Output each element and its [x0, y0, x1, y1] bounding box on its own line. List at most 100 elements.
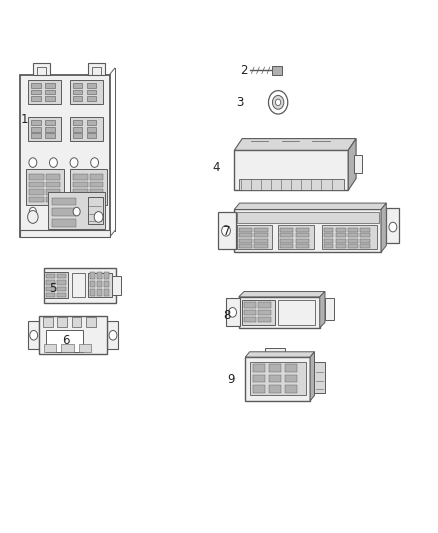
FancyBboxPatch shape [45, 133, 55, 138]
FancyBboxPatch shape [73, 90, 82, 94]
FancyBboxPatch shape [73, 182, 88, 187]
Text: 6: 6 [62, 334, 69, 346]
FancyBboxPatch shape [70, 80, 103, 104]
FancyBboxPatch shape [285, 385, 297, 393]
Circle shape [389, 222, 397, 232]
FancyBboxPatch shape [322, 225, 377, 249]
FancyBboxPatch shape [112, 276, 121, 295]
FancyBboxPatch shape [88, 63, 105, 75]
FancyBboxPatch shape [45, 96, 55, 101]
FancyBboxPatch shape [73, 174, 88, 180]
FancyBboxPatch shape [61, 344, 74, 352]
Circle shape [73, 207, 80, 216]
FancyBboxPatch shape [104, 289, 109, 296]
Circle shape [276, 99, 281, 106]
FancyBboxPatch shape [253, 385, 265, 393]
FancyBboxPatch shape [31, 133, 41, 138]
FancyBboxPatch shape [31, 127, 41, 132]
FancyBboxPatch shape [245, 357, 310, 401]
Polygon shape [310, 352, 314, 401]
FancyBboxPatch shape [57, 274, 66, 278]
FancyBboxPatch shape [29, 197, 44, 202]
FancyBboxPatch shape [278, 225, 314, 249]
FancyBboxPatch shape [73, 133, 82, 138]
FancyBboxPatch shape [239, 233, 252, 237]
FancyBboxPatch shape [73, 96, 82, 101]
FancyBboxPatch shape [45, 127, 55, 132]
FancyBboxPatch shape [52, 219, 76, 227]
FancyBboxPatch shape [269, 385, 281, 393]
FancyBboxPatch shape [296, 228, 309, 232]
Circle shape [29, 158, 37, 167]
FancyBboxPatch shape [324, 233, 333, 237]
FancyBboxPatch shape [46, 197, 60, 202]
FancyBboxPatch shape [28, 80, 61, 104]
Polygon shape [107, 321, 118, 349]
FancyBboxPatch shape [348, 244, 358, 248]
FancyBboxPatch shape [237, 212, 379, 223]
FancyBboxPatch shape [285, 375, 297, 382]
FancyBboxPatch shape [29, 182, 44, 187]
FancyBboxPatch shape [272, 66, 282, 75]
FancyBboxPatch shape [88, 197, 103, 224]
FancyBboxPatch shape [28, 117, 61, 141]
Polygon shape [28, 321, 39, 349]
FancyBboxPatch shape [45, 90, 55, 94]
FancyBboxPatch shape [52, 198, 76, 205]
FancyBboxPatch shape [280, 239, 293, 243]
FancyBboxPatch shape [296, 233, 309, 237]
Text: 4: 4 [212, 161, 220, 174]
Text: 2: 2 [240, 64, 247, 77]
FancyBboxPatch shape [104, 272, 109, 279]
FancyBboxPatch shape [46, 293, 55, 297]
FancyBboxPatch shape [336, 228, 346, 232]
FancyBboxPatch shape [239, 297, 320, 328]
FancyBboxPatch shape [237, 225, 272, 249]
FancyBboxPatch shape [87, 127, 96, 132]
FancyBboxPatch shape [57, 293, 66, 297]
FancyBboxPatch shape [87, 133, 96, 138]
FancyBboxPatch shape [57, 287, 66, 291]
FancyBboxPatch shape [386, 208, 399, 243]
FancyBboxPatch shape [88, 273, 112, 297]
Circle shape [49, 158, 57, 167]
FancyBboxPatch shape [73, 197, 88, 202]
FancyBboxPatch shape [39, 316, 107, 354]
FancyBboxPatch shape [73, 83, 82, 88]
FancyBboxPatch shape [44, 272, 68, 298]
FancyBboxPatch shape [258, 317, 271, 322]
FancyBboxPatch shape [46, 330, 83, 352]
FancyBboxPatch shape [254, 233, 268, 237]
FancyBboxPatch shape [87, 96, 96, 101]
FancyBboxPatch shape [239, 228, 252, 232]
FancyBboxPatch shape [258, 302, 271, 308]
Circle shape [29, 207, 36, 216]
FancyBboxPatch shape [43, 317, 53, 327]
FancyBboxPatch shape [280, 233, 293, 237]
FancyBboxPatch shape [97, 281, 102, 287]
FancyBboxPatch shape [57, 280, 66, 285]
FancyBboxPatch shape [269, 364, 281, 372]
FancyBboxPatch shape [79, 344, 91, 352]
FancyBboxPatch shape [46, 274, 55, 278]
Text: 3: 3 [236, 96, 244, 109]
Polygon shape [234, 139, 356, 150]
FancyBboxPatch shape [254, 228, 268, 232]
Circle shape [109, 330, 117, 340]
Text: 9: 9 [228, 373, 235, 386]
FancyBboxPatch shape [87, 90, 96, 94]
FancyBboxPatch shape [46, 182, 60, 187]
FancyBboxPatch shape [360, 228, 370, 232]
FancyBboxPatch shape [90, 281, 95, 287]
FancyBboxPatch shape [254, 239, 268, 243]
FancyBboxPatch shape [33, 63, 50, 75]
Circle shape [30, 330, 38, 340]
FancyBboxPatch shape [44, 344, 56, 352]
FancyBboxPatch shape [87, 120, 96, 125]
FancyBboxPatch shape [73, 120, 82, 125]
FancyBboxPatch shape [226, 298, 240, 326]
FancyBboxPatch shape [280, 244, 293, 248]
FancyBboxPatch shape [250, 362, 306, 395]
FancyBboxPatch shape [90, 189, 103, 195]
FancyBboxPatch shape [244, 310, 256, 315]
